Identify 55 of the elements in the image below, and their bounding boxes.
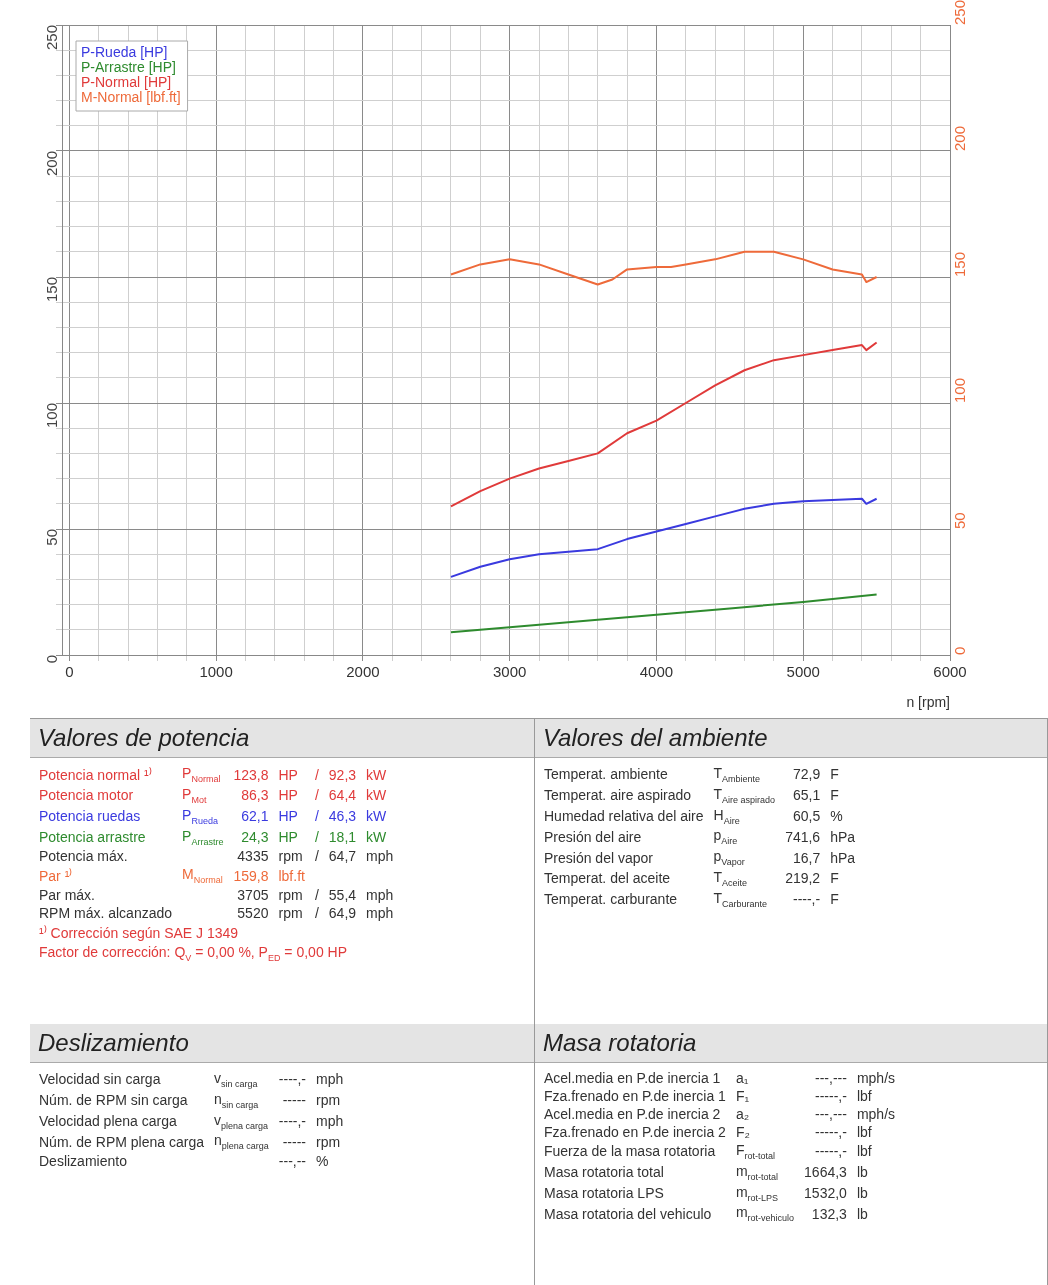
text: Masa rotatoria [535,1024,1047,1063]
text: Fza.frenado en P.de inercia 1 F₁ -----,- lbf [544,1088,872,1104]
text: Temperat. del aceite T$_{Aceite}$ 219,2 F [544,868,839,888]
y2-tick-label: 200 [951,125,969,151]
text: Deslizamiento ---,-- % [39,1153,329,1170]
text: Velocidad plena carga v$_{plena carga}$ ----,- mph [39,1111,344,1131]
text: Temperat. ambiente T$_{Ambiente}$ 72,9 F [544,765,839,784]
x-tick-label: 3000 [492,663,527,681]
text: RPM máx. alcanzado 5520 rpm / 64,9 mph [39,905,394,922]
text: Masa rotatoria LPS m$_{rot-LPS}$ 1532,0 lb [544,1183,868,1203]
y-tick-label: 250 [43,25,61,51]
text: Potencia normal ¹⁾ P$_{Normal}$ 123,8 HP / 92,3 kW [39,765,387,784]
y2-tick-label: 150 [951,251,969,277]
text: Acel.media en P.de inercia 1 a₁ ---,--- mph/s [544,1070,896,1086]
text: Masa rotatoria total m$_{rot-total}$ 1664,3 lb [544,1162,868,1182]
text: Velocidad sin carga v$_{sin carga}$ ----,- mph [39,1070,344,1089]
text: Temperat. carburante T$_{Carburante}$ ----,- F [544,889,839,909]
text: Potencia motor P$_{Mot}$ 86,3 HP / 64,4 kW [39,786,387,805]
text: Valores de potencia [30,719,534,758]
text: Masa rotatoria del vehiculo m$_{rot-vehiculo}$ 132,3 lb [544,1204,868,1224]
y-tick-label: 0 [43,655,61,664]
y-tick-label: 50 [43,529,61,546]
y2-tick-label: 50 [951,512,969,529]
y2-tick-label: 100 [951,377,969,403]
x-tick-label: 0 [65,663,74,681]
x-tick-label: 2000 [346,663,380,681]
text: Humedad relativa del aire H$_{Aire}$ 60,5 % [544,806,843,826]
text: Potencia arrastre P$_{Arrastre}$ 24,3 HP / 18,1 kW [39,827,387,847]
y-tick-label: 150 [43,277,61,303]
y-tick-label: 100 [43,403,61,429]
text: Factor de corrección: Q$_{V}$ = 0,00 %, P$_{ED}$ = 0,00 HP [38,943,349,965]
text: Presión del vapor p$_{Vapor}$ 16,7 hPa [544,848,856,867]
text: Valores del ambiente [535,719,1047,758]
text: Fza.frenado en P.de inercia 2 F₂ -----,- lbf [544,1124,872,1140]
y2-tick-label: 0 [951,646,969,655]
x-axis-title: n [rpm] [906,694,950,711]
text: ¹⁾ Corrección según SAE J 1349 [38,924,240,944]
x-tick-label: 6000 [933,663,967,681]
text: Presión del aire p$_{Aire}$ 741,6 hPa [544,827,856,847]
text: Deslizamiento [30,1024,534,1063]
text: Núm. de RPM plena carga n$_{plena carga}$ ----- rpm [39,1132,341,1152]
y-tick-label: 200 [43,151,61,177]
text: Par ¹⁾ M$_{Normal}$ 159,8 lbf.ft [39,866,305,886]
x-tick-label: 5000 [786,663,820,681]
y2-tick-label: 250 [951,0,969,25]
text: P-Rueda [HP] [81,43,168,60]
text: Fuerza de la masa rotatoria F$_{rot-total}$ -----,- lbf [544,1142,872,1161]
text: Par máx. 3705 rpm / 55,4 mph [39,887,394,904]
text: Acel.media en P.de inercia 2 a₂ ---,--- mph/s [544,1106,896,1122]
x-tick-label: 1000 [199,663,233,681]
text: Núm. de RPM sin carga n$_{sin carga}$ ----- rpm [39,1090,341,1110]
x-tick-label: 4000 [639,663,674,681]
text: Potencia máx. 4335 rpm / 64,7 mph [39,848,394,865]
text: Potencia ruedas P$_{Rueda}$ 62,1 HP / 46,3 kW [39,806,387,826]
text: Temperat. aire aspirado T$_{Aire aspirado}$ 65,1 F [544,785,839,805]
